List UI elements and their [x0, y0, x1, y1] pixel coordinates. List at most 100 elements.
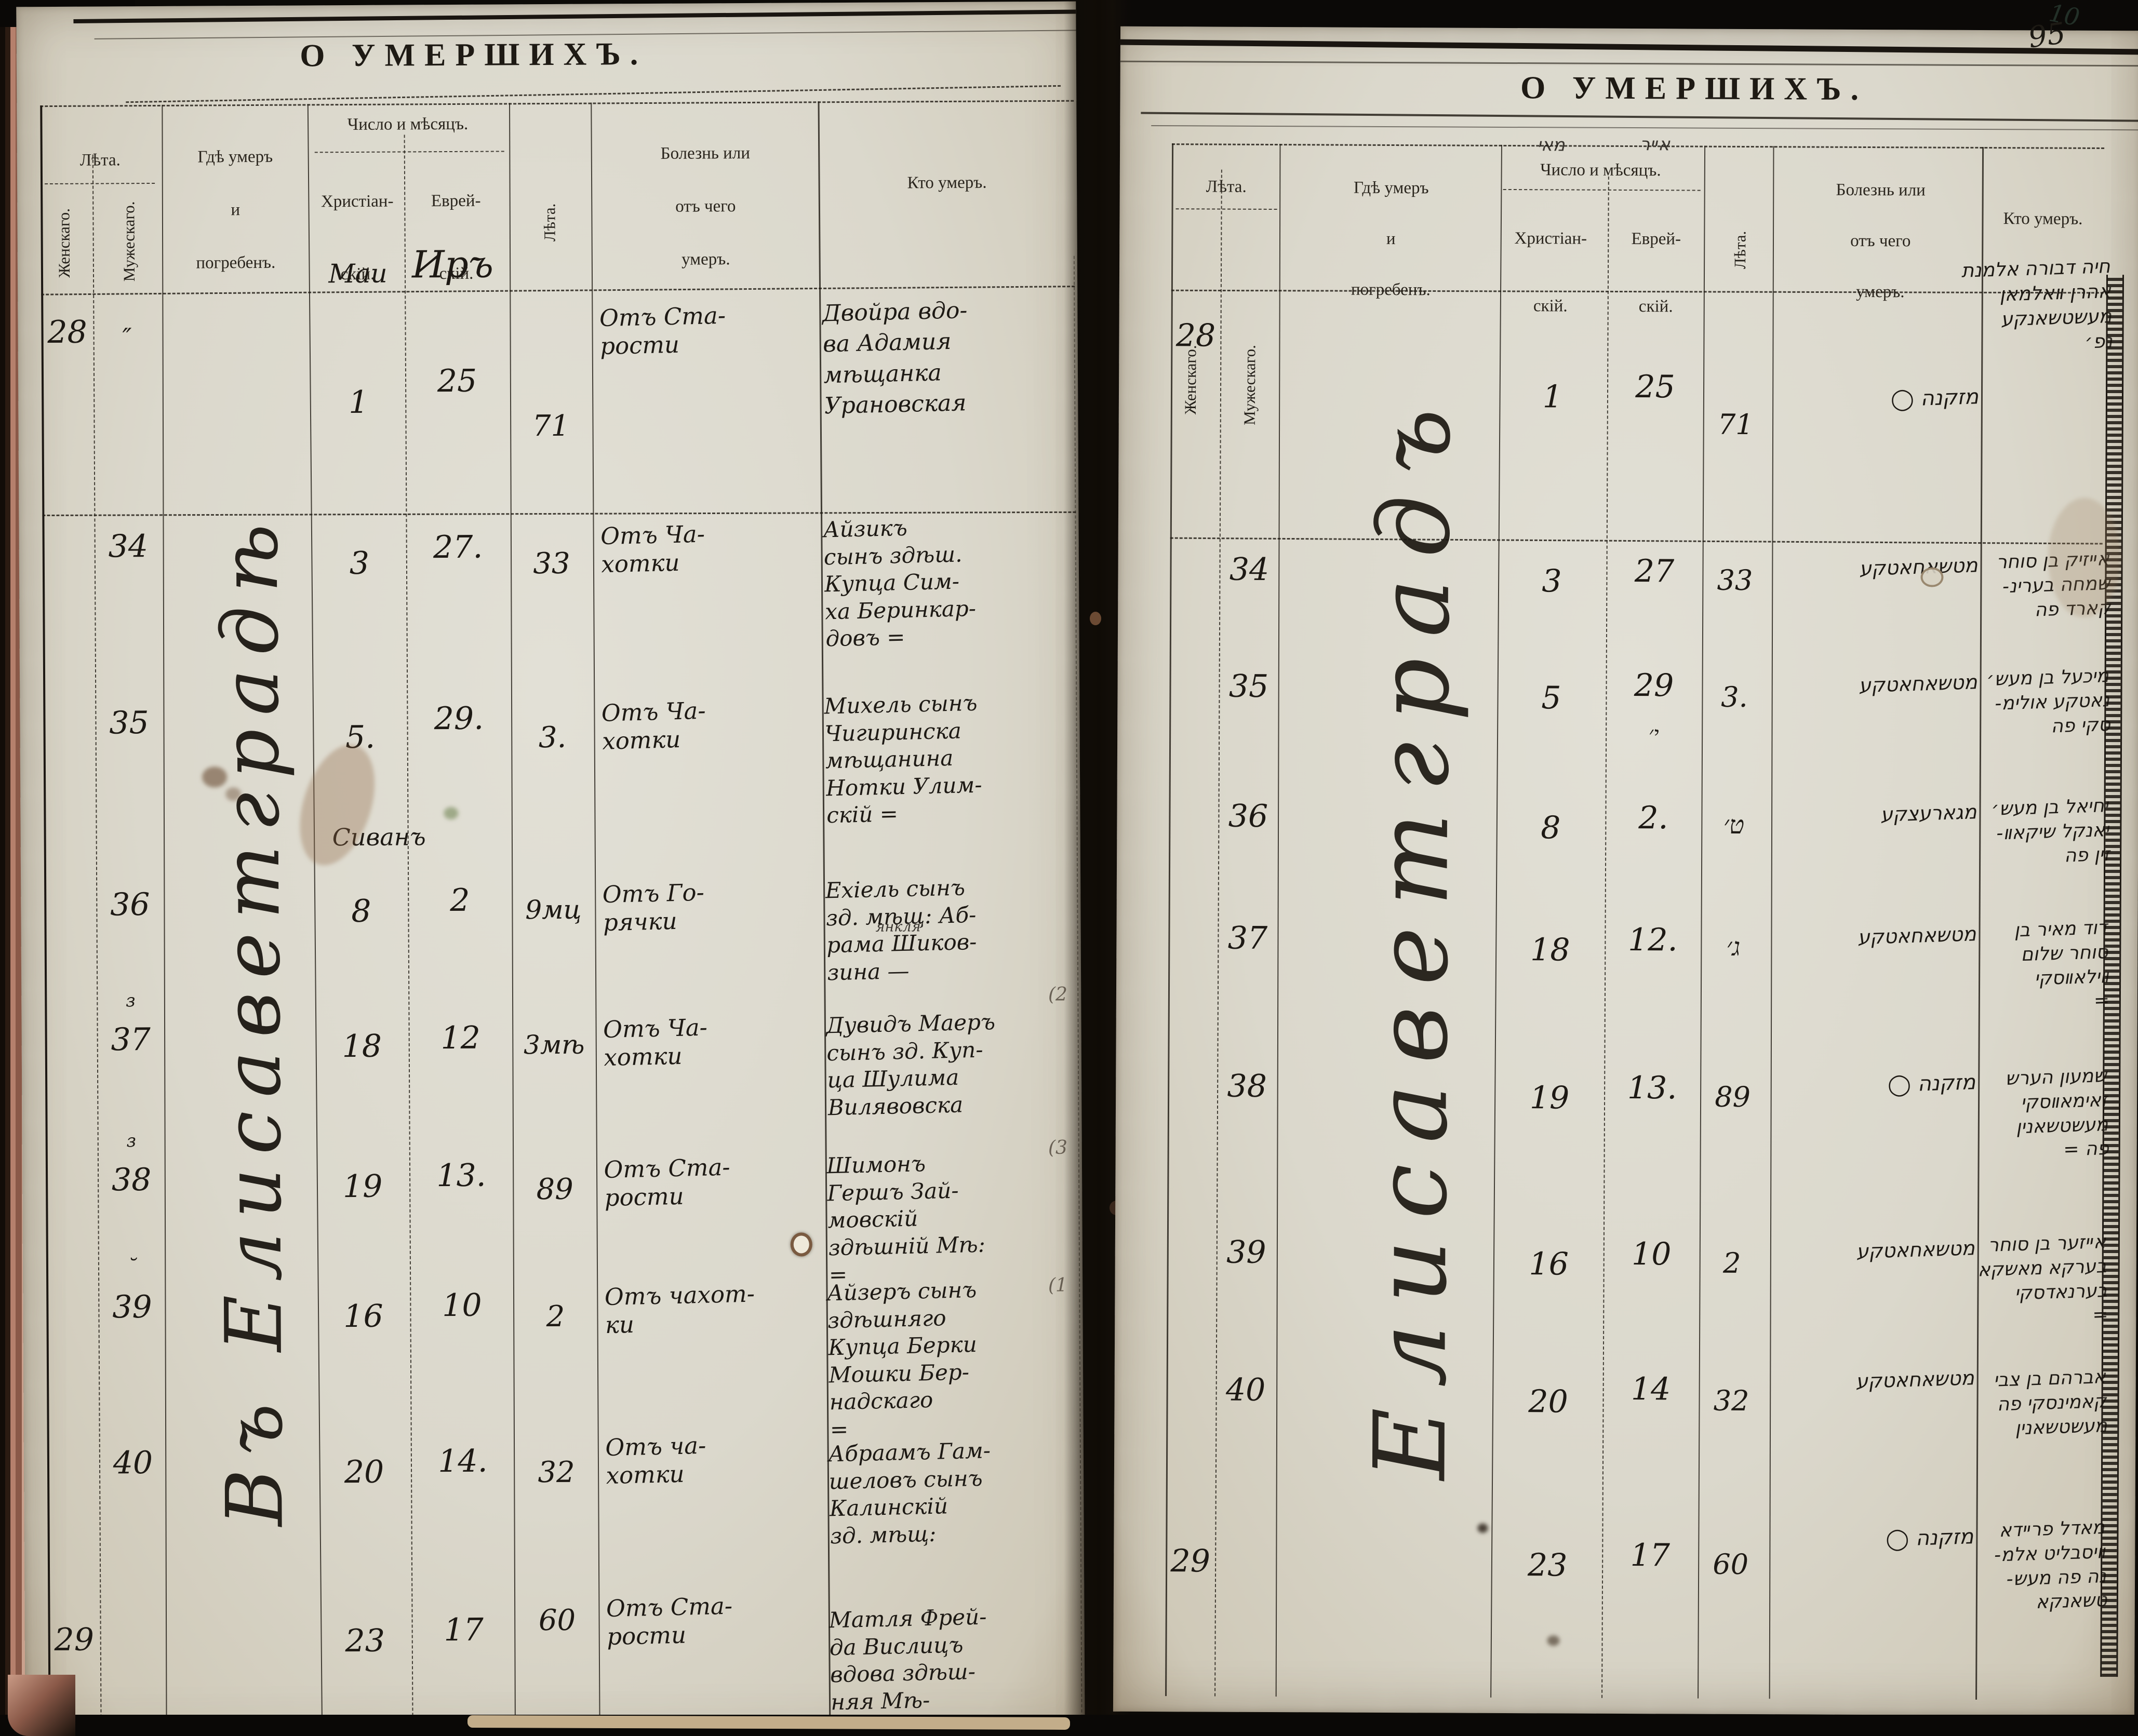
age-value: 9мц [525, 894, 582, 925]
row-line [1170, 537, 2103, 545]
row-number-male: 35 [1228, 668, 1269, 705]
ditto-mark: ″ [122, 323, 132, 353]
header-jewish: Еврей- скій. [431, 191, 481, 284]
age-value: 89 [1715, 1080, 1751, 1114]
stain [202, 766, 228, 788]
date-christian: 16 [343, 1298, 383, 1335]
date-jewish: 10 [442, 1287, 482, 1324]
cause-text: Отъ Ста- рости [603, 1153, 731, 1212]
deceased-superscript-note: янкля [875, 919, 921, 935]
date-christian: 8 [351, 893, 371, 930]
date-christian: 20 [344, 1454, 384, 1491]
date-jewish: 29 [1634, 667, 1674, 704]
date-jewish: 25 [437, 362, 477, 400]
page-curl [8, 1675, 75, 1736]
record-table: Лѣта. Женскаго. Мужескаго. Гдѣ умеръ и п… [40, 100, 1083, 1736]
binding-dot [1090, 612, 1101, 625]
date-jewish: 14 [1631, 1371, 1671, 1408]
date-jewish: 13. [436, 1157, 486, 1194]
deceased-text: אברהם בן צבי קאמינסקי פה מעשטשאנין [1993, 1366, 2108, 1439]
date-christian: 23 [345, 1622, 385, 1660]
deceased-text: Айзикъ сынъ здѣш. Купца Сим- ха Беринкар… [823, 515, 977, 652]
age-value: 71 [532, 409, 570, 443]
row-number-male: 38 [1227, 1068, 1267, 1105]
deceased-text: Шимонъ Гершъ Зай- мовскій здѣшній Мѣ: = [826, 1151, 986, 1288]
row-number-male: 37 [1227, 920, 1268, 957]
row-number-male: 34 [1229, 551, 1270, 588]
header-age: Лѣта. [1731, 231, 1749, 269]
date-jewish: 27 [1634, 553, 1675, 590]
date-christian: 20 [1528, 1383, 1568, 1420]
row-note: з [125, 990, 136, 1012]
row-number-male: 39 [112, 1289, 152, 1326]
month-note-christian: Маи [328, 258, 387, 289]
right-page: О УМЕРШИХЪ. Лѣта. Женскаго. Мужескаго. Г… [1113, 26, 2138, 1716]
top-right-shadow [1086, 0, 2138, 30]
corner-page-number: 95 [2026, 16, 2068, 55]
date-christian: 18 [342, 1028, 382, 1065]
margin-note: (3 [1048, 1137, 1067, 1159]
cause-text: מטשאחאטקע [1855, 1366, 1975, 1393]
month-note-jewish: אײר [1640, 134, 1671, 155]
row-number-female: 29 [1170, 1543, 1211, 1580]
rule-line [126, 85, 1061, 103]
cause-text: מזקנה ◯ [1887, 1070, 1976, 1097]
date-jewish: 17 [444, 1611, 484, 1649]
header-cause: Болезнь или отъ чего умеръ. [660, 143, 751, 269]
date-jewish: 17 [1630, 1537, 1671, 1574]
cause-text: Отъ Ча- хотки [600, 520, 705, 578]
age-value: 3. [538, 720, 567, 755]
deceased-text: יחיאל בן מעש׳ יאנקל שיקאװ- זין פה [1991, 795, 2110, 867]
header-place: Гдѣ умеръ и погребенъ. [196, 147, 276, 273]
age-value: 89 [536, 1172, 574, 1207]
month-note-christian: מאי [1537, 134, 1565, 156]
page-bottom-edge [467, 1715, 1071, 1730]
age-value: 3мѣ [523, 1029, 585, 1060]
age-value: 33 [1717, 563, 1753, 597]
date-christian: 16 [1529, 1246, 1569, 1283]
age-value: 3. [1721, 680, 1748, 714]
header-jewish: Еврей- скій. [1631, 230, 1681, 316]
date-jewish: 14. [438, 1443, 488, 1480]
date-jewish: 25 [1635, 369, 1675, 406]
header-who: Кто умеръ. [907, 173, 987, 193]
row-number-male: 34 [108, 528, 149, 565]
cause-text: Отъ Ста- рости [599, 301, 726, 360]
date-jewish: 13. [1627, 1070, 1677, 1107]
cause-text: מטשאחאטקע [1859, 554, 1979, 581]
stain [225, 787, 242, 801]
date-jewish: 2 [450, 882, 470, 919]
left-page: О УМЕРШИХЪ. Лѣта. Женскаго. Мужескаго. [16, 1, 1085, 1736]
age-value: 32 [1713, 1384, 1749, 1418]
date-jewish: 10 [1631, 1236, 1672, 1273]
deceased-text: חיה דבורה אלמנת אהרן װאלמאן מעשטשאנקע נפ… [1961, 255, 2113, 353]
age-value: 60 [538, 1603, 576, 1638]
margin-note: (2 [1048, 984, 1067, 1005]
row-line [1175, 208, 1277, 210]
header-who: Кто умеръ. [2003, 209, 2083, 228]
age-value: ג׳ [1726, 932, 1741, 962]
age-value: 2 [1722, 1246, 1741, 1280]
deceased-text: דוד מאיר בן סוחר שלום װילאװסקי = [2013, 917, 2110, 1012]
stain [1920, 567, 1944, 587]
header-age-group: Лѣта. [79, 151, 121, 170]
cause-text: Отъ ча- хотки [605, 1431, 706, 1490]
row-number-male: 38 [111, 1162, 152, 1199]
age-value: 2 [546, 1299, 565, 1334]
row-line [45, 182, 155, 185]
cause-text: Отъ чахот- ки [604, 1280, 755, 1339]
row-number-male: 40 [1225, 1371, 1266, 1408]
deceased-text: מאדל פרײדא װיסבליט אלמ- נה פה מעש- טשאנק… [1994, 1517, 2107, 1613]
record-table: Лѣта. Женскаго. Мужескаго. Гдѣ умеръ и п… [1165, 123, 2113, 1700]
row-number-female: 29 [54, 1621, 95, 1659]
date-christian: 19 [342, 1168, 383, 1205]
date-jewish: 2. [1638, 800, 1668, 837]
date-christian: 1 [1542, 379, 1563, 415]
date-jewish: 29. [434, 700, 484, 737]
age-value: ט׳ [1723, 810, 1745, 840]
row-number-female: 28 [1175, 317, 1216, 354]
date-jewish: 27. [433, 529, 483, 566]
month-note-jewish: Иръ [411, 242, 494, 287]
page-title: О УМЕРШИХЪ. [1520, 70, 1868, 107]
